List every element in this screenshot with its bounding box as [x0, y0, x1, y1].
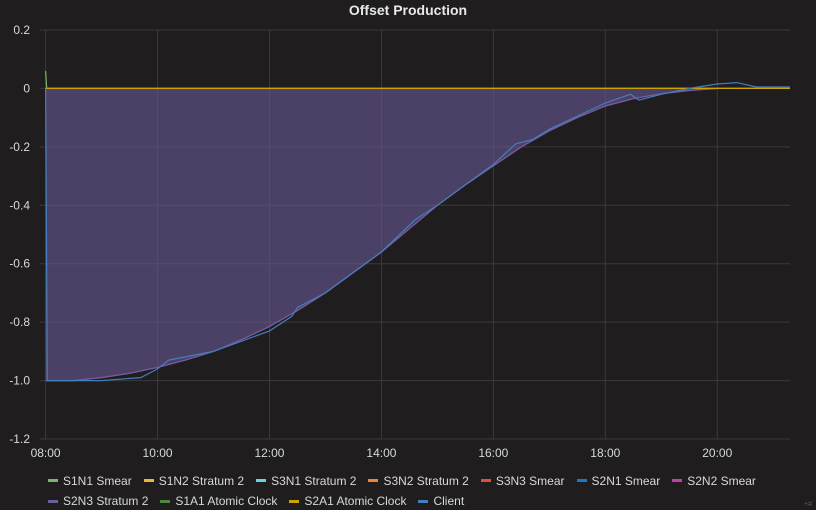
- legend-label: S2A1 Atomic Clock: [304, 494, 407, 508]
- legend-swatch: [576, 479, 587, 482]
- legend-label: S3N1 Stratum 2: [271, 473, 357, 488]
- y-tick-label: -1.2: [9, 432, 30, 446]
- legend-label: S1N1 Smear: [63, 473, 132, 488]
- legend-item-s3n3-smear[interactable]: S3N3 Smear: [480, 472, 565, 490]
- x-tick-label: 16:00: [478, 446, 508, 460]
- x-tick-label: 10:00: [143, 446, 173, 460]
- legend-label: S2N2 Smear: [687, 473, 756, 488]
- legend-item-s2n3-stratum-2[interactable]: S2N3 Stratum 2: [48, 492, 148, 510]
- legend-swatch: [48, 479, 58, 482]
- y-axis-ticks: 0.2 0 -0.2 -0.4 -0.6 -0.8 -1.0 -1.2: [9, 23, 30, 446]
- x-tick-label: 12:00: [254, 446, 284, 460]
- legend-swatch: [368, 479, 379, 482]
- legend-item-s2n2-smear[interactable]: S2N2 Smear: [672, 472, 756, 490]
- y-tick-label: -0.4: [9, 198, 30, 212]
- series-area-fill: [45, 88, 790, 381]
- legend-label: Client: [433, 494, 465, 508]
- legend-swatch: [672, 479, 683, 482]
- chart-legend: S1N1 Smear S1N2 Stratum 2 S3N1 Stratum 2 S3…: [48, 469, 808, 510]
- y-tick-label: -1.0: [9, 374, 30, 388]
- legend-label: S3N2 Stratum 2: [383, 473, 469, 488]
- legend-swatch: [480, 479, 491, 482]
- legend-swatch: [256, 479, 267, 482]
- legend-swatch: [143, 479, 154, 482]
- x-axis-ticks: 08:00 10:00 12:00 14:00 16:00 18:00 20:00: [31, 446, 733, 460]
- series-lines: [45, 70, 790, 382]
- x-tick-label: 14:00: [366, 446, 396, 460]
- resize-handle[interactable]: +#: [804, 501, 812, 508]
- x-tick-label: 18:00: [590, 446, 620, 460]
- legend-swatch: [48, 499, 58, 503]
- y-tick-label: 0.2: [13, 23, 30, 37]
- legend-item-client[interactable]: Client: [418, 492, 464, 510]
- y-tick-label: 0: [23, 81, 30, 95]
- legend-label: S1A1 Atomic Clock: [175, 494, 278, 508]
- y-tick-label: -0.8: [9, 315, 30, 329]
- series-line-client: [45, 81, 790, 382]
- legend-item-s1n1-smear[interactable]: S1N1 Smear: [48, 472, 132, 490]
- legend-label: S2N3 Stratum 2: [63, 494, 149, 508]
- x-tick-label: 08:00: [31, 446, 61, 460]
- legend-item-s3n2-stratum-2[interactable]: S3N2 Stratum 2: [368, 472, 469, 490]
- legend-label: S3N3 Smear: [495, 473, 565, 488]
- series-line-s2n3-stratum-2: [45, 87, 790, 382]
- legend-item-s2n1-smear[interactable]: S2N1 Smear: [576, 472, 661, 490]
- legend-swatch: [418, 499, 429, 503]
- y-tick-label: -0.6: [9, 257, 30, 271]
- legend-label: S2N1 Smear: [591, 473, 661, 488]
- x-tick-label: 20:00: [702, 446, 732, 460]
- y-tick-label: -0.2: [9, 140, 30, 154]
- legend-item-s3n1-stratum-2[interactable]: S3N1 Stratum 2: [256, 472, 356, 490]
- area-fill: [45, 88, 790, 381]
- legend-label: S1N2 Stratum 2: [158, 473, 245, 488]
- legend-swatch: [160, 499, 171, 503]
- legend-item-s2a1-atomic-clock[interactable]: S2A1 Atomic Clock: [289, 492, 406, 510]
- legend-swatch: [289, 499, 300, 503]
- legend-item-s1n2-stratum-2[interactable]: S1N2 Stratum 2: [143, 472, 245, 490]
- chart-plot[interactable]: 0.2 0 -0.2 -0.4 -0.6 -0.8 -1.0 -1.2 08:00 10:00 1…: [0, 0, 816, 465]
- panel-title[interactable]: Offset Production: [348, 2, 468, 18]
- legend-item-s1a1-atomic-clock[interactable]: S1A1 Atomic Clock: [160, 492, 277, 510]
